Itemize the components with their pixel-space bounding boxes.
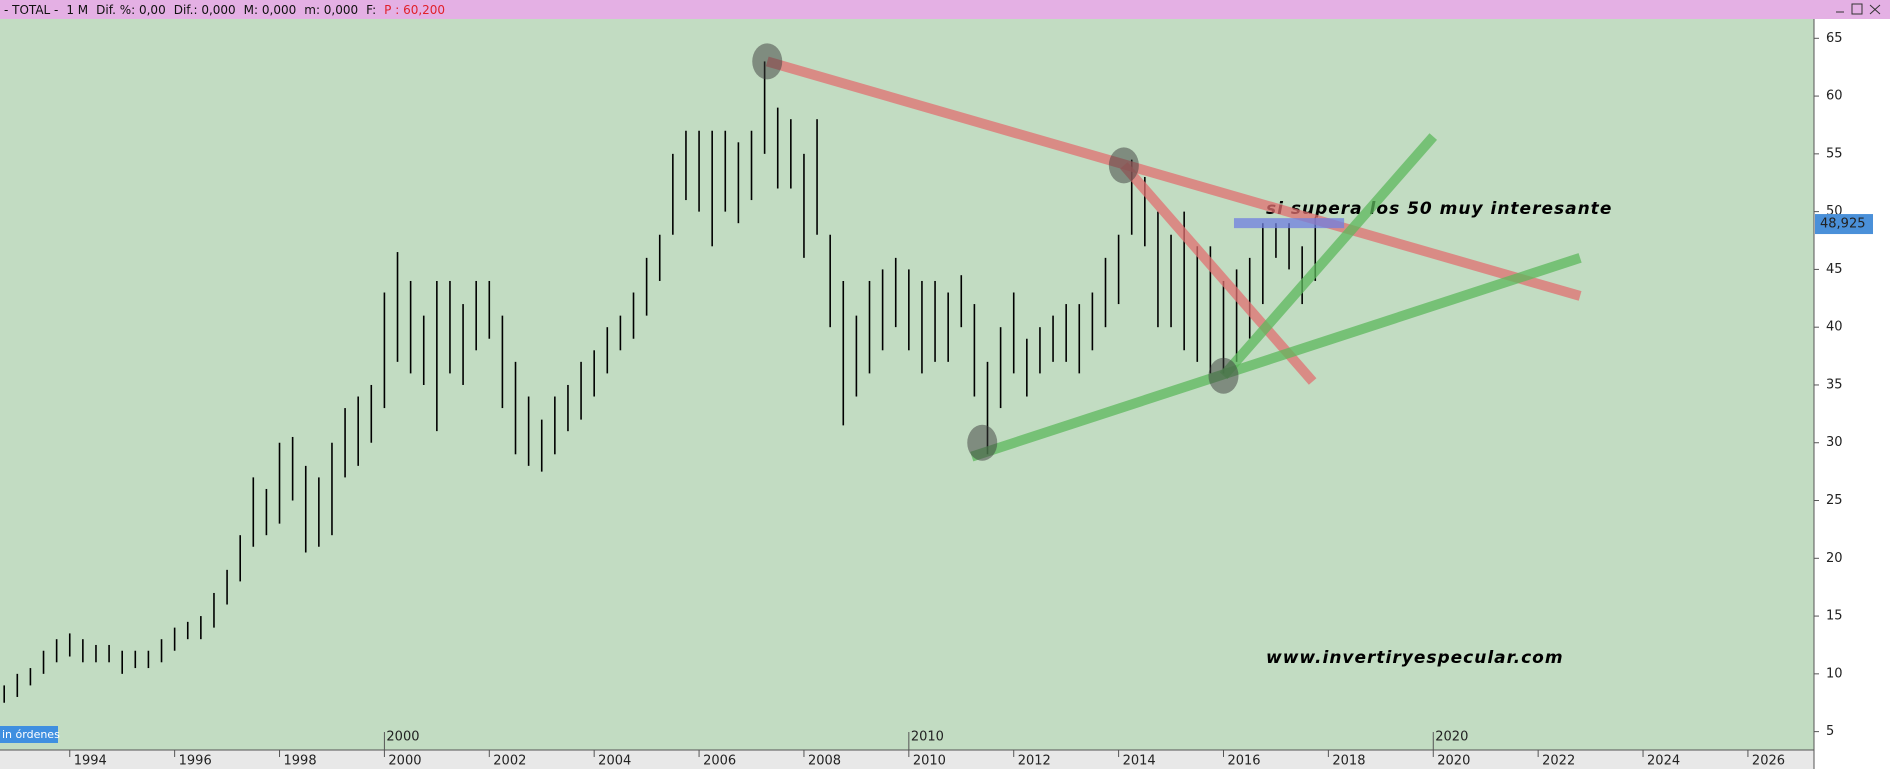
x-tick-label: 2002 bbox=[493, 754, 526, 769]
x-tick-label: 1998 bbox=[284, 754, 317, 769]
pivot-marker bbox=[752, 43, 783, 80]
x-tick-label: 2012 bbox=[1018, 754, 1051, 769]
y-tick-label: 35 bbox=[1826, 377, 1843, 392]
header: - TOTAL - 1 M Dif. %: 0,00 Dif.: 0,000 M: 0,… bbox=[4, 3, 445, 17]
x-tick-label: 2000 bbox=[388, 754, 421, 769]
axis-area bbox=[1814, 19, 1890, 769]
header-field: Dif.: 0,000 bbox=[174, 3, 236, 17]
header-bar bbox=[0, 0, 1890, 19]
x-axis-area bbox=[0, 750, 1814, 769]
last-price-label: 48,925 bbox=[1820, 217, 1866, 232]
x-tick-label: 2022 bbox=[1542, 754, 1575, 769]
x-tick-label: 2020 bbox=[1437, 754, 1470, 769]
x-tick-label: 2016 bbox=[1227, 754, 1260, 769]
header-field: M: 0,000 bbox=[244, 3, 297, 17]
y-tick-label: 40 bbox=[1826, 320, 1843, 335]
x-tick-label: 1994 bbox=[74, 754, 107, 769]
x-tick-label: 2014 bbox=[1123, 754, 1156, 769]
watermark: www.invertiryespecular.com bbox=[1266, 648, 1564, 668]
trendline bbox=[1219, 133, 1438, 380]
plot-area bbox=[0, 19, 1814, 750]
decade-label: 2020 bbox=[1435, 730, 1468, 745]
y-tick-label: 15 bbox=[1826, 609, 1843, 624]
y-tick-label: 65 bbox=[1826, 31, 1843, 46]
x-tick-label: 2010 bbox=[913, 754, 946, 769]
close-button[interactable] bbox=[1869, 4, 1881, 15]
last-price-tag bbox=[1815, 214, 1873, 235]
price-field: P : 60,200 bbox=[384, 3, 445, 17]
annotation: si supera los 50 muy interesante bbox=[1266, 199, 1612, 219]
pivot-marker bbox=[1108, 147, 1139, 184]
y-tick-label: 25 bbox=[1826, 493, 1843, 508]
x-tick-label: 1996 bbox=[179, 754, 212, 769]
trendline bbox=[970, 253, 1582, 462]
y-tick-label: 55 bbox=[1826, 146, 1843, 161]
y-tick-label: 10 bbox=[1826, 666, 1843, 681]
pivot-marker bbox=[967, 424, 998, 461]
header-field: Dif. %: 0,00 bbox=[96, 3, 166, 17]
x-tick-label: 2018 bbox=[1332, 754, 1365, 769]
pivot-marker bbox=[1208, 357, 1239, 394]
y-tick-label: 5 bbox=[1826, 724, 1834, 739]
decade-label: 2010 bbox=[911, 730, 944, 745]
x-tick-label: 2026 bbox=[1752, 754, 1785, 769]
trendline bbox=[765, 56, 1582, 301]
y-tick-label: 45 bbox=[1826, 262, 1843, 277]
y-tick-label: 60 bbox=[1826, 89, 1843, 104]
header-field: F: bbox=[366, 3, 376, 17]
maximize-button[interactable] bbox=[1851, 3, 1863, 15]
x-tick-label: 2004 bbox=[598, 754, 631, 769]
window-buttons[interactable] bbox=[1836, 3, 1881, 15]
header-field: m: 0,000 bbox=[304, 3, 358, 17]
x-tick-label: 2024 bbox=[1647, 754, 1680, 769]
decade-label: 2000 bbox=[386, 730, 419, 745]
header-field: - TOTAL - bbox=[4, 3, 58, 17]
orders-label: in órdenes bbox=[2, 728, 60, 741]
header-field: 1 M bbox=[66, 3, 88, 17]
x-tick-label: 2006 bbox=[703, 754, 736, 769]
trendline bbox=[1120, 162, 1317, 385]
y-tick-label: 30 bbox=[1826, 435, 1843, 450]
orders-box bbox=[0, 726, 58, 743]
x-tick-label: 2008 bbox=[808, 754, 841, 769]
y-tick-label: 20 bbox=[1826, 551, 1843, 566]
